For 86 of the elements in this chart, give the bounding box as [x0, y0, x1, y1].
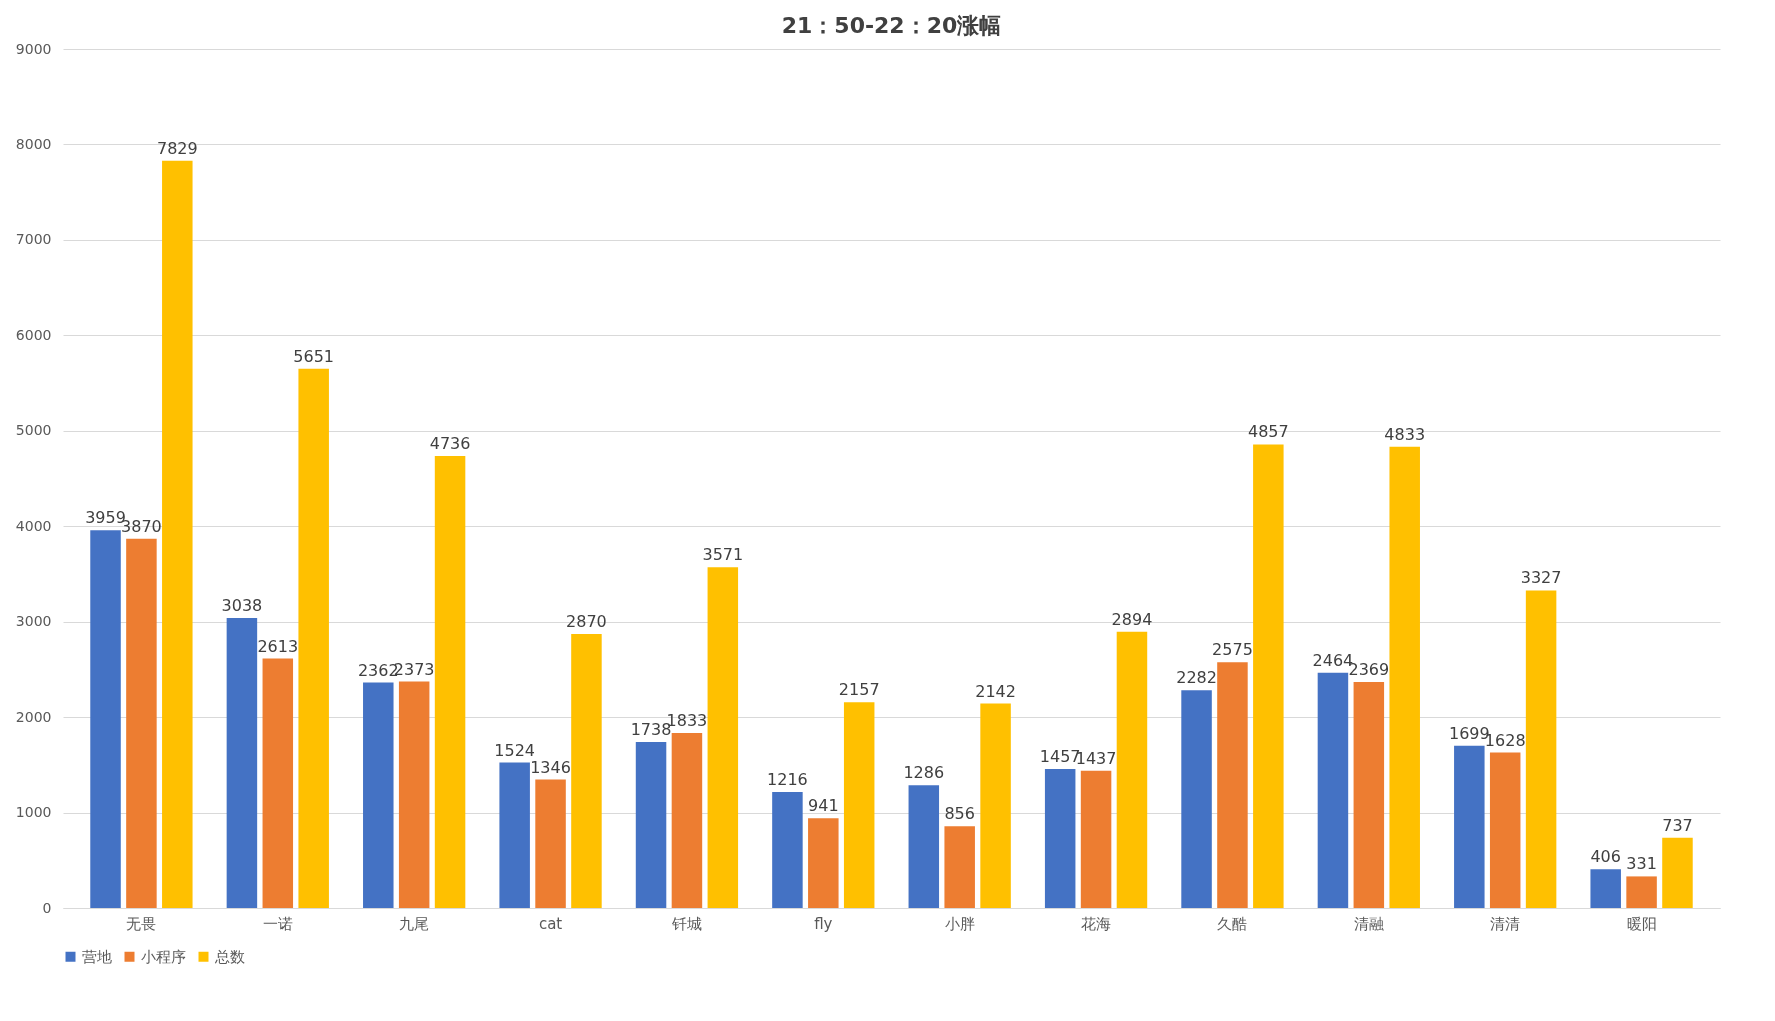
- bar: [90, 530, 121, 908]
- y-tick-label: 4000: [15, 517, 52, 534]
- bar: [363, 682, 394, 908]
- x-tick-label: 清融: [1353, 914, 1384, 933]
- bar: [499, 762, 530, 908]
- data-label: 2613: [257, 636, 299, 656]
- data-label: 4833: [1384, 424, 1426, 444]
- bar: [571, 634, 602, 908]
- y-tick-label: 2000: [15, 708, 52, 725]
- bar: [1253, 444, 1284, 908]
- data-label: 2157: [838, 680, 880, 700]
- y-tick-label: 1000: [15, 804, 52, 821]
- bar: [671, 733, 703, 908]
- data-label: 1524: [494, 740, 536, 760]
- bar: [772, 791, 803, 908]
- x-tick-label: 无畏: [126, 914, 157, 933]
- data-label: 3571: [702, 545, 744, 565]
- bar: [1662, 837, 1693, 908]
- x-tick-label: 一诺: [262, 914, 293, 933]
- bar: [1044, 768, 1076, 908]
- data-label: 1346: [530, 757, 571, 777]
- data-label: 3327: [1520, 568, 1562, 588]
- x-tick-label: 钎城: [670, 914, 702, 933]
- data-label: 2870: [566, 612, 607, 632]
- bar: [298, 368, 329, 908]
- x-tick-label: 暖阳: [1626, 914, 1657, 933]
- bar: [226, 618, 258, 908]
- x-tick-label: 清清: [1490, 914, 1521, 933]
- x-tick-label: 花海: [1081, 914, 1112, 933]
- y-tick-label: 6000: [15, 326, 52, 343]
- data-label: 1286: [903, 763, 945, 783]
- data-label: 2282: [1176, 668, 1217, 688]
- x-tick-label: 小胖: [944, 914, 975, 933]
- legend-label: 小程序: [141, 947, 186, 966]
- bar: [398, 681, 430, 908]
- bar: [262, 658, 294, 908]
- x-tick-label: 久酷: [1217, 914, 1248, 933]
- data-label: 5651: [293, 346, 335, 366]
- bar: [908, 785, 940, 908]
- data-label: 406: [1590, 847, 1621, 867]
- data-label: 737: [1662, 815, 1693, 835]
- y-tick-label: 9000: [15, 40, 52, 57]
- bar: [126, 538, 157, 908]
- bar: [1525, 590, 1557, 908]
- bar: [635, 742, 667, 908]
- bar: [1590, 869, 1621, 908]
- data-label: 7829: [156, 138, 198, 158]
- bar: [1489, 752, 1521, 908]
- legend-label: 营地: [82, 947, 112, 966]
- bar: [162, 160, 193, 908]
- x-tick-label: 九尾: [399, 914, 430, 933]
- y-tick-label: 7000: [15, 231, 52, 248]
- y-tick-label: 3000: [15, 613, 52, 630]
- bar: [843, 702, 875, 908]
- bar: [1353, 681, 1385, 908]
- bar: [1626, 876, 1657, 908]
- data-label: 941: [808, 796, 839, 816]
- data-label: 331: [1626, 854, 1657, 874]
- bar: [944, 826, 975, 908]
- y-tick-label: 0: [42, 899, 52, 916]
- bar: [535, 779, 566, 908]
- x-tick-label: cat: [538, 914, 563, 933]
- bar: [1389, 446, 1420, 908]
- data-label: 4857: [1247, 422, 1289, 442]
- data-label: 2894: [1111, 609, 1153, 629]
- bar: [1317, 672, 1349, 908]
- data-label: 856: [944, 804, 975, 824]
- data-label: 3038: [221, 596, 263, 616]
- bar: [1217, 662, 1248, 908]
- bar: [434, 455, 466, 908]
- data-label: 2142: [975, 681, 1016, 701]
- data-label: 4736: [429, 433, 471, 453]
- bar: [1080, 770, 1112, 908]
- bar: [1181, 690, 1212, 908]
- x-tick-label: fly: [814, 914, 833, 933]
- legend-label: 总数: [214, 947, 245, 966]
- bar: [707, 567, 739, 908]
- y-tick-label: 5000: [15, 422, 52, 439]
- data-label: 1216: [767, 769, 808, 789]
- bar: [808, 818, 839, 908]
- bar: [1116, 631, 1148, 908]
- data-label: 2575: [1212, 640, 1253, 660]
- y-tick-label: 8000: [15, 135, 52, 152]
- bar: [1454, 745, 1485, 908]
- chart-title: 21：50-22：20涨幅: [781, 13, 1002, 38]
- bar: [980, 703, 1011, 908]
